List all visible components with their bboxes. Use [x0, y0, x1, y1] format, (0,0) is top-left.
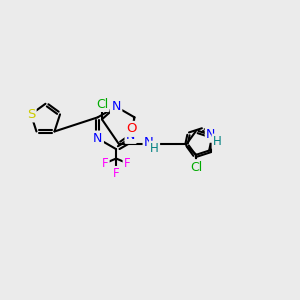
Text: N: N: [112, 100, 121, 113]
Text: H: H: [213, 135, 222, 148]
Text: S: S: [27, 108, 35, 121]
Text: N: N: [206, 128, 216, 141]
Text: H: H: [150, 142, 159, 155]
Text: O: O: [126, 122, 136, 135]
Text: F: F: [113, 167, 119, 180]
Text: N: N: [126, 129, 135, 142]
Text: N: N: [93, 132, 103, 145]
Text: Cl: Cl: [96, 98, 108, 110]
Text: Cl: Cl: [190, 160, 202, 174]
Text: F: F: [124, 157, 130, 170]
Text: N: N: [144, 136, 154, 149]
Text: F: F: [102, 157, 108, 170]
